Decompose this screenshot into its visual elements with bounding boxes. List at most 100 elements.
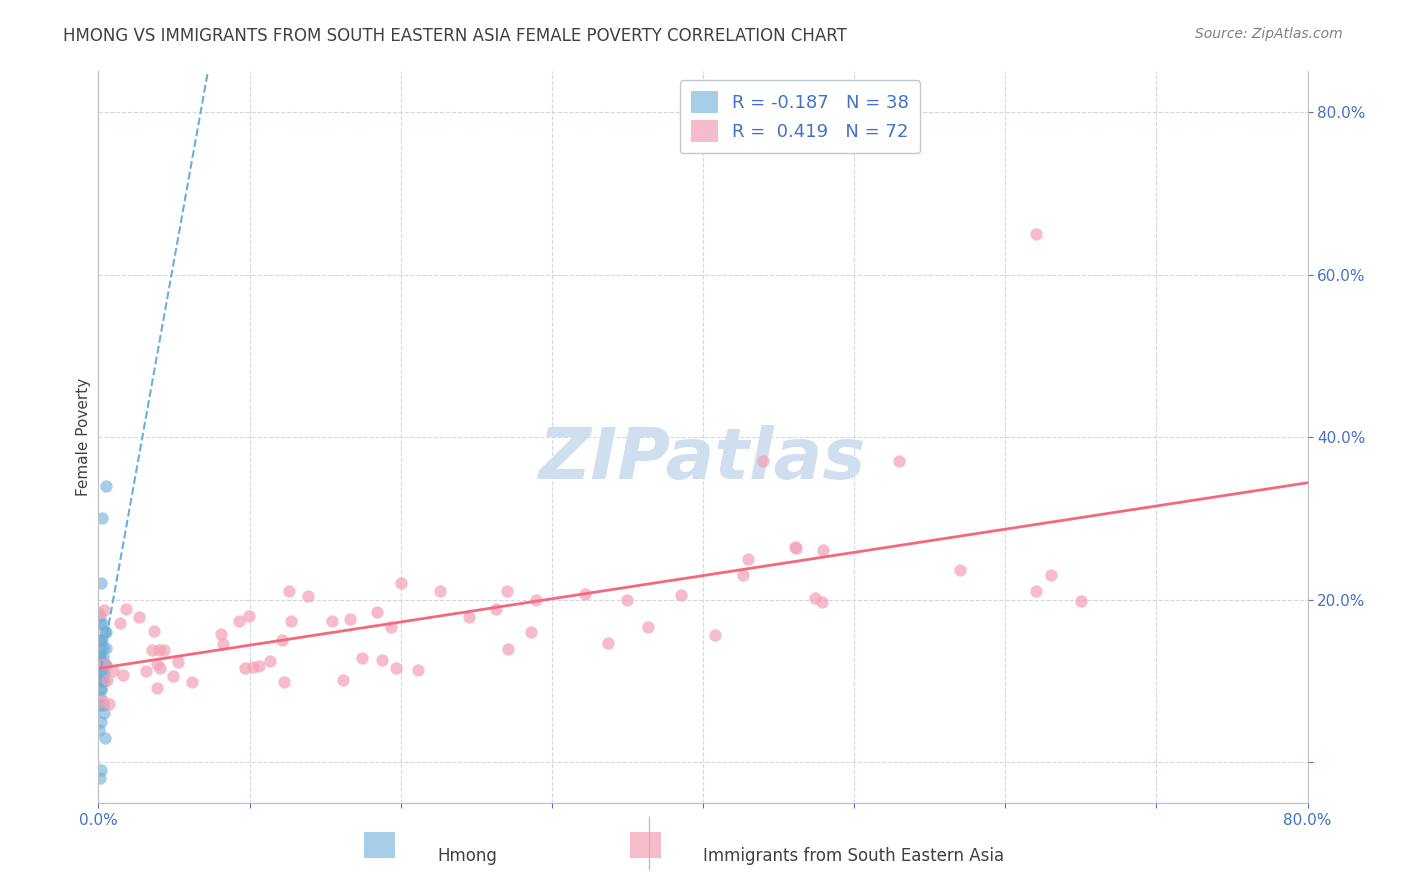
Point (112, 668, 135, 682)
Point (93, 625, 115, 640)
Point (524, 593, 547, 607)
Point (89, 657, 111, 672)
Point (485, 602, 508, 616)
Point (278, 583, 301, 598)
Text: Source: ZipAtlas.com: Source: ZipAtlas.com (1195, 27, 1343, 41)
Point (406, 664, 429, 678)
Point (87, 633, 110, 648)
Point (669, 588, 692, 602)
Text: Immigrants from South Eastern Asia: Immigrants from South Eastern Asia (703, 847, 1004, 864)
Point (810, 595, 832, 609)
Point (520, 625, 543, 640)
Point (235, 661, 257, 675)
Text: ZIPatlas: ZIPatlas (540, 425, 866, 493)
Point (212, 637, 235, 651)
Point (366, 605, 388, 619)
Point (1070, 594, 1092, 608)
Point (90, 673, 112, 688)
Point (733, 568, 755, 582)
Point (166, 655, 188, 669)
Point (142, 624, 165, 639)
Point (94, 625, 117, 640)
Point (152, 643, 174, 657)
Point (146, 681, 169, 695)
Point (321, 614, 343, 628)
Point (94, 657, 117, 672)
Bar (630, 832, 661, 858)
Point (89, 690, 111, 705)
Point (737, 552, 759, 566)
Point (93, 657, 115, 671)
Point (1024, 227, 1046, 241)
Point (637, 620, 659, 634)
Point (91, 649, 114, 664)
Point (247, 659, 270, 673)
Point (332, 673, 354, 687)
Point (785, 541, 807, 555)
Point (93, 731, 115, 745)
Point (270, 632, 292, 647)
Point (91, 665, 114, 680)
Point (135, 665, 157, 679)
Point (141, 642, 163, 657)
Point (209, 627, 232, 641)
Point (89, 649, 111, 664)
Point (94, 657, 117, 672)
Point (145, 657, 167, 672)
Point (339, 612, 361, 626)
Point (90, 576, 112, 591)
Point (94, 641, 117, 656)
Point (93, 603, 115, 617)
Point (811, 542, 834, 557)
Point (148, 642, 170, 657)
Point (498, 641, 520, 656)
Point (389, 576, 412, 591)
Point (598, 635, 620, 649)
Point (783, 540, 806, 554)
Point (149, 661, 172, 675)
Point (380, 620, 402, 634)
Point (90, 681, 112, 696)
Point (616, 592, 638, 607)
Point (238, 609, 260, 624)
Point (273, 675, 295, 690)
Legend: R = -0.187   N = 38, R =  0.419   N = 72: R = -0.187 N = 38, R = 0.419 N = 72 (679, 80, 920, 153)
Point (128, 610, 150, 624)
Point (181, 675, 204, 690)
Text: Hmong: Hmong (437, 847, 496, 864)
Point (228, 614, 250, 628)
Point (949, 563, 972, 577)
Point (350, 650, 373, 665)
Point (429, 583, 451, 598)
Point (90, 764, 112, 778)
Point (89, 698, 111, 713)
Point (98, 697, 121, 711)
Point (574, 587, 596, 601)
Point (87, 633, 110, 648)
Point (90, 714, 112, 729)
Point (90, 673, 112, 688)
Bar (364, 832, 395, 858)
Point (458, 610, 481, 624)
Point (114, 601, 136, 615)
Point (280, 614, 302, 628)
Point (93, 673, 115, 688)
Point (242, 660, 264, 674)
Point (91, 665, 114, 680)
Point (89, 608, 111, 623)
Point (889, 454, 911, 468)
Point (103, 664, 125, 678)
Point (91, 694, 114, 708)
Point (162, 669, 184, 683)
Point (96, 673, 118, 687)
Point (89, 617, 111, 632)
Point (89, 772, 111, 786)
Point (804, 591, 827, 606)
Point (87, 649, 110, 664)
Point (91, 698, 114, 713)
Point (90, 681, 112, 696)
Y-axis label: Female Poverty: Female Poverty (76, 378, 91, 496)
Point (89, 649, 111, 664)
Point (89, 641, 111, 656)
Point (93, 665, 115, 680)
